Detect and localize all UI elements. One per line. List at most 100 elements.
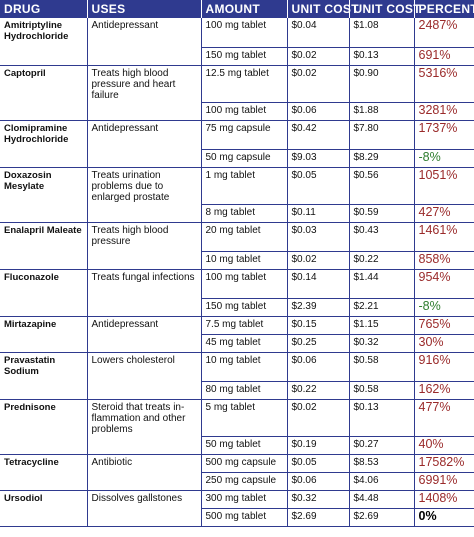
table-row: 45 mg tablet $0.25 $0.32 30% (0, 334, 474, 353)
table-row: Prednisone Steroid that treats in-flammat… (0, 399, 474, 455)
header-percent: PERCENT (414, 0, 474, 18)
table-row: Enalapril Maleate Treats high blood press… (0, 222, 474, 270)
header-drug: DRUG (0, 0, 88, 18)
percent-change: 3281% (414, 102, 474, 121)
amount-cell: 5 mg tablet (201, 399, 288, 437)
unit-cost-old: $0.05 (287, 454, 350, 473)
amount-cell: 45 mg tablet (201, 334, 288, 353)
unit-cost-new: $8.53 (349, 454, 415, 473)
percent-change: 1461% (414, 222, 474, 252)
table-row: 80 mg tablet $0.22 $0.58 162% (0, 381, 474, 400)
table-body: Amitriptyline Hydrochloride Antidepressan… (0, 18, 474, 527)
unit-cost-new: $0.58 (349, 381, 415, 400)
table-row: 50 mg capsule $9.03 $8.29 -8% (0, 149, 474, 168)
table-row: Tetracycline Antibiotic 500 mg capsule $0.0… (0, 454, 474, 491)
drug-name: Captopril (0, 65, 88, 121)
unit-cost-new: $0.32 (349, 334, 415, 353)
percent-change: 427% (414, 204, 474, 223)
unit-cost-new: $0.27 (349, 436, 415, 455)
unit-cost-new: $0.13 (349, 47, 415, 66)
header-amount: AMOUNT (201, 0, 288, 18)
drug-name: Pravastatin Sodium (0, 352, 88, 400)
unit-cost-new: $0.90 (349, 65, 415, 103)
table-row: 150 mg tablet $0.02 $0.13 691% (0, 47, 474, 66)
percent-change: 954% (414, 269, 474, 299)
drug-uses: Antidepressant (87, 18, 202, 66)
drug-uses: Antibiotic (87, 454, 202, 491)
amount-cell: 10 mg tablet (201, 251, 288, 270)
unit-cost-new: $2.21 (349, 298, 415, 317)
amount-cell: 12.5 mg tablet (201, 65, 288, 103)
unit-cost-old: $0.11 (287, 204, 350, 223)
unit-cost-old: $2.69 (287, 508, 350, 527)
header-uses: USES (87, 0, 202, 18)
unit-cost-old: $0.19 (287, 436, 350, 455)
amount-cell: 250 mg capsule (201, 472, 288, 491)
table-row: 150 mg tablet $2.39 $2.21 -8% (0, 298, 474, 317)
drug-uses: Antidepressant (87, 316, 202, 353)
amount-cell: 100 mg tablet (201, 102, 288, 121)
amount-cell: 7.5 mg tablet (201, 316, 288, 335)
amount-cell: 1 mg tablet (201, 167, 288, 205)
amount-cell: 150 mg tablet (201, 47, 288, 66)
unit-cost-old: $0.22 (287, 381, 350, 400)
drug-name: Prednisone (0, 399, 88, 455)
drug-name: Doxazosin Mesylate (0, 167, 88, 223)
unit-cost-old: $0.05 (287, 167, 350, 205)
amount-cell: 100 mg tablet (201, 18, 288, 48)
drug-name: Clomipramine Hydrochloride (0, 120, 88, 168)
amount-cell: 75 mg capsule (201, 120, 288, 150)
unit-cost-old: $0.15 (287, 316, 350, 335)
percent-change: 0% (414, 508, 474, 527)
amount-cell: 150 mg tablet (201, 298, 288, 317)
percent-change: 477% (414, 399, 474, 437)
unit-cost-old: $2.39 (287, 298, 350, 317)
percent-change: 1737% (414, 120, 474, 150)
table-row: Fluconazole Treats fungal infections 100 m… (0, 269, 474, 317)
table-row: Pravastatin Sodium Lowers cholesterol 10 m… (0, 352, 474, 400)
table-row: Ursodiol Dissolves gallstones 300 mg table… (0, 490, 474, 527)
percent-change: 916% (414, 352, 474, 382)
percent-change: 6991% (414, 472, 474, 491)
unit-cost-new: $0.13 (349, 399, 415, 437)
drug-name: Fluconazole (0, 269, 88, 317)
unit-cost-new: $1.08 (349, 18, 415, 48)
drug-uses: Treats fungal infections (87, 269, 202, 317)
unit-cost-new: $0.56 (349, 167, 415, 205)
unit-cost-new: $7.80 (349, 120, 415, 150)
table-row: Doxazosin Mesylate Treats urination probl… (0, 167, 474, 223)
table-row: Amitriptyline Hydrochloride Antidepressan… (0, 18, 474, 66)
drug-uses: Dissolves gallstones (87, 490, 202, 527)
unit-cost-old: $0.03 (287, 222, 350, 252)
drug-uses: Treats urination problems due to enlarge… (87, 167, 202, 223)
drug-name: Enalapril Maleate (0, 222, 88, 270)
amount-cell: 50 mg capsule (201, 149, 288, 168)
percent-change: 40% (414, 436, 474, 455)
unit-cost-new: $0.59 (349, 204, 415, 223)
unit-cost-old: $9.03 (287, 149, 350, 168)
drug-uses: Steroid that treats in-flammation and ot… (87, 399, 202, 455)
unit-cost-old: $0.04 (287, 18, 350, 48)
amount-cell: 100 mg tablet (201, 269, 288, 299)
percent-change: 765% (414, 316, 474, 335)
amount-cell: 10 mg tablet (201, 352, 288, 382)
percent-change: 5316% (414, 65, 474, 103)
amount-cell: 500 mg capsule (201, 454, 288, 473)
percent-change: 2487% (414, 18, 474, 48)
unit-cost-new: $4.48 (349, 490, 415, 509)
table-row: 8 mg tablet $0.11 $0.59 427% (0, 204, 474, 223)
drug-name: Mirtazapine (0, 316, 88, 353)
percent-change: 1051% (414, 167, 474, 205)
table-row: 500 mg tablet $2.69 $2.69 0% (0, 508, 474, 527)
amount-cell: 8 mg tablet (201, 204, 288, 223)
header-row: DRUG USES AMOUNT UNIT COST UNIT COST PER… (0, 0, 474, 18)
amount-cell: 300 mg tablet (201, 490, 288, 509)
unit-cost-new: $0.22 (349, 251, 415, 270)
unit-cost-new: $0.43 (349, 222, 415, 252)
unit-cost-new: $8.29 (349, 149, 415, 168)
unit-cost-old: $0.06 (287, 102, 350, 121)
drug-uses: Lowers cholesterol (87, 352, 202, 400)
table-row: Captopril Treats high blood pressure and … (0, 65, 474, 121)
table-row: 250 mg capsule $0.06 $4.06 6991% (0, 472, 474, 491)
table-row: Mirtazapine Antidepressant 7.5 mg tablet $0… (0, 316, 474, 353)
